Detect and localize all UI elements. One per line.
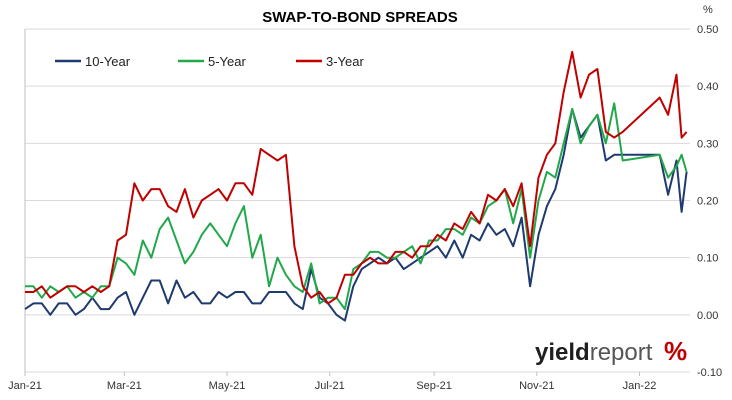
series-line-10-year: [24, 108, 688, 322]
brand-logo-symbol: %: [664, 336, 687, 366]
legend-label: 3-Year: [326, 54, 364, 69]
x-tick-label: Jul-21: [315, 380, 345, 392]
y-unit-label: %: [703, 4, 713, 16]
y-axis-ticks: 0.50 0.40 0.30 0.20 0.10 0.00 -0.10: [697, 24, 722, 379]
series-line-3-year: [25, 50, 688, 305]
x-tick-label: Nov-21: [519, 380, 554, 392]
legend-label: 5-Year: [208, 54, 246, 69]
chart-title: SWAP-TO-BOND SPREADS: [262, 9, 458, 26]
y-tick-label: 0.40: [697, 81, 718, 93]
gridlines: [24, 28, 690, 373]
x-tick-label: May-21: [209, 380, 246, 392]
series-line-5-year: [25, 102, 688, 311]
y-tick-label: 0.30: [697, 138, 718, 150]
series-lines: [24, 50, 688, 322]
x-tick-label: Sep-21: [416, 380, 451, 392]
y-tick-label: 0.50: [697, 24, 718, 36]
y-tick-label: -0.10: [697, 367, 722, 379]
svg-text:yieldreport: yieldreport: [535, 339, 653, 366]
x-tick-label: Jan-21: [8, 380, 42, 392]
y-tick-label: 0.20: [697, 196, 718, 208]
legend-label: 10-Year: [85, 54, 131, 69]
legend: 10-Year 5-Year 3-Year: [55, 54, 364, 69]
y-tick-label: 0.00: [697, 310, 718, 322]
x-tick-label: Jan-22: [623, 380, 657, 392]
y-tick-label: 0.10: [697, 253, 718, 265]
brand-logo-bold: yield: [535, 339, 590, 366]
x-tick-label: Mar-21: [107, 380, 142, 392]
brand-logo: yieldreport %: [535, 336, 687, 366]
brand-logo-light: report: [590, 339, 653, 366]
x-axis-ticks: Jan-21 Mar-21 May-21 Jul-21 Sep-21 Nov-21 Jan-…: [8, 372, 656, 392]
